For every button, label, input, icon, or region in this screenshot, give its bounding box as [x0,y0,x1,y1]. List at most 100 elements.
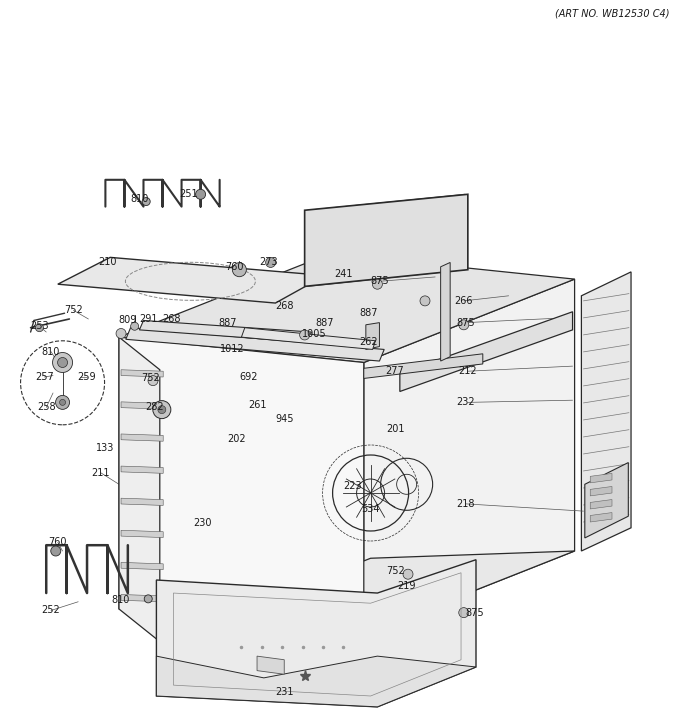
Polygon shape [305,194,468,286]
Text: 809: 809 [118,315,137,326]
Polygon shape [590,513,612,522]
Polygon shape [121,466,163,473]
Polygon shape [590,500,612,509]
Text: ×: × [350,658,358,668]
Text: 760: 760 [225,262,244,272]
Text: 810: 810 [41,347,61,357]
Polygon shape [121,370,163,377]
Polygon shape [121,530,163,537]
Text: 219: 219 [397,581,416,591]
Text: 760: 760 [48,537,67,547]
Circle shape [51,546,61,556]
Text: (ART NO. WB12530 C4): (ART NO. WB12530 C4) [556,8,670,18]
Polygon shape [121,594,163,602]
Text: 887: 887 [218,318,237,328]
Polygon shape [441,262,450,361]
Polygon shape [121,402,163,409]
Text: 752: 752 [64,305,83,315]
Text: 253: 253 [30,321,49,331]
Polygon shape [364,279,575,634]
Circle shape [35,323,44,332]
Text: 212: 212 [458,366,477,376]
Text: 232: 232 [456,397,475,407]
Text: 202: 202 [227,434,246,444]
Circle shape [142,197,150,206]
Text: 210: 210 [98,257,117,268]
Circle shape [116,328,126,339]
Circle shape [196,189,205,199]
Polygon shape [58,257,325,303]
Text: 211: 211 [91,468,110,478]
Text: 875: 875 [370,276,389,286]
Text: 875: 875 [465,608,484,618]
Circle shape [148,376,158,386]
Text: 887: 887 [316,318,335,328]
Text: 257: 257 [35,372,54,382]
Text: 133: 133 [96,443,115,453]
Text: 261: 261 [248,399,267,410]
Text: 273: 273 [259,257,278,268]
Text: 223: 223 [343,481,362,491]
Circle shape [403,569,413,579]
Circle shape [58,357,67,368]
Polygon shape [366,323,379,349]
Polygon shape [121,434,163,442]
Text: 282: 282 [146,402,165,413]
Text: 252: 252 [41,605,61,616]
Text: 277: 277 [385,366,404,376]
Polygon shape [590,473,612,483]
Polygon shape [156,560,476,707]
Circle shape [266,257,275,268]
Text: 1005: 1005 [302,328,326,339]
Text: 268: 268 [162,314,181,324]
Text: 218: 218 [456,499,475,509]
Circle shape [459,608,469,618]
Text: 259: 259 [78,372,97,382]
Polygon shape [585,463,628,538]
Text: 810: 810 [130,194,149,204]
Circle shape [420,296,430,306]
Text: 251: 251 [180,189,199,199]
Polygon shape [126,328,384,361]
Text: 268: 268 [275,301,294,311]
Polygon shape [257,656,284,674]
Circle shape [459,320,469,330]
Circle shape [153,401,171,418]
Circle shape [144,594,152,603]
Text: 534: 534 [361,504,380,514]
Polygon shape [400,312,573,392]
Circle shape [233,262,246,277]
Circle shape [52,352,73,373]
Polygon shape [119,337,160,642]
Text: 258: 258 [37,402,56,413]
Text: 945: 945 [275,414,294,424]
Text: 230: 230 [193,518,212,529]
Polygon shape [119,254,575,362]
Text: 262: 262 [359,337,378,347]
Polygon shape [364,354,483,378]
Circle shape [300,330,309,340]
Text: 291: 291 [139,314,158,324]
Polygon shape [119,337,364,634]
Text: 231: 231 [275,687,294,697]
Polygon shape [581,272,631,551]
Polygon shape [590,486,612,496]
Polygon shape [160,551,575,642]
Circle shape [158,405,166,414]
Polygon shape [121,498,163,505]
Polygon shape [241,328,375,349]
Text: 266: 266 [454,296,473,306]
Text: 241: 241 [334,269,353,279]
Circle shape [373,279,382,289]
Text: 1012: 1012 [220,344,245,355]
Text: 201: 201 [386,424,405,434]
Text: 887: 887 [359,308,378,318]
Polygon shape [156,656,476,707]
Text: 810: 810 [112,595,131,605]
Text: 752: 752 [141,373,160,384]
Circle shape [60,399,65,405]
Circle shape [131,322,139,331]
Polygon shape [121,563,163,570]
Text: 692: 692 [239,372,258,382]
Polygon shape [139,320,311,342]
